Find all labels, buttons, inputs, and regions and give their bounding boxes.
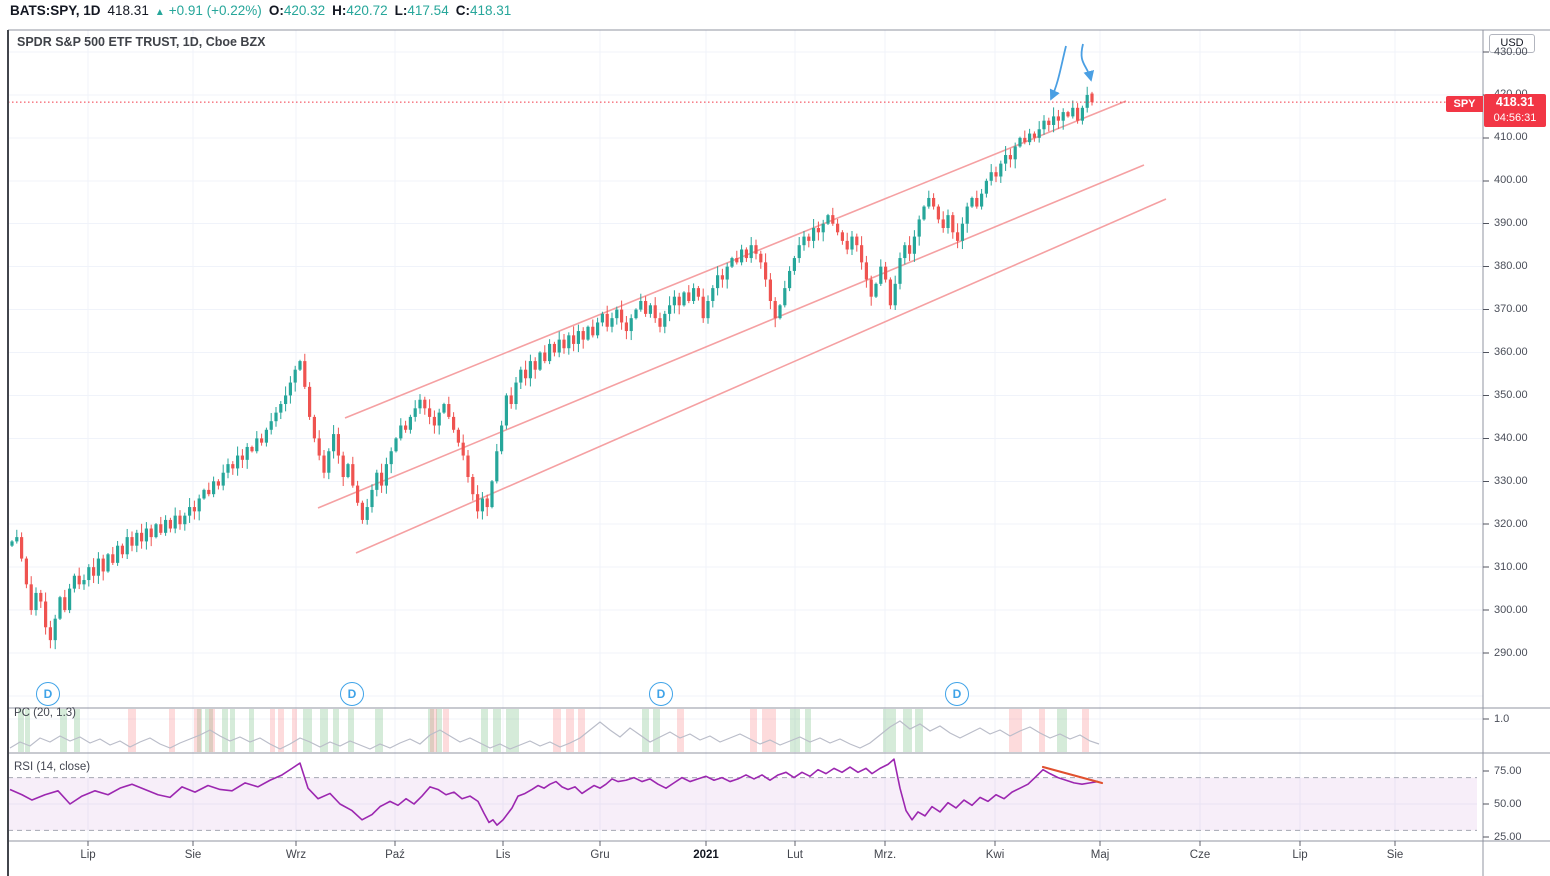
- last-price-value: 418.31: [1495, 95, 1535, 109]
- rsi-indicator-label[interactable]: RSI (14, close): [14, 761, 91, 773]
- symbol-name[interactable]: BATS:SPY, 1D: [10, 3, 101, 18]
- time-tick-label: Lip: [1292, 849, 1308, 861]
- rsi-tick-label: 25.00: [1494, 830, 1522, 843]
- dividend-marker[interactable]: D: [340, 682, 364, 706]
- time-tick-label: Gru: [590, 849, 610, 861]
- time-tick-label: Lut: [787, 849, 803, 861]
- time-tick-label: Cze: [1189, 849, 1211, 861]
- price-tick-label: 320.00: [1494, 517, 1528, 530]
- bar-countdown: 04:56:31: [1493, 112, 1537, 124]
- price-tick-label: 430.00: [1494, 45, 1528, 58]
- time-tick-label: Lip: [80, 849, 96, 861]
- low-value: 417.54: [407, 3, 449, 18]
- time-tick-label: Paź: [385, 849, 405, 861]
- time-tick-label: Kwi: [985, 849, 1005, 861]
- rsi-tick-label: 75.00: [1494, 764, 1522, 777]
- price-tick-label: 360.00: [1494, 346, 1528, 358]
- last-price-tag: 418.31 04:56:31: [1484, 94, 1546, 127]
- open-label: O:: [268, 3, 284, 18]
- chart-title: SPDR S&P 500 ETF TRUST, 1D, Cboe BZX: [17, 35, 266, 49]
- price-tick-label: 390.00: [1494, 217, 1528, 230]
- time-tick-label: Lis: [495, 849, 511, 861]
- open-value: 420.32: [283, 3, 326, 18]
- close-value: 418.31: [469, 3, 512, 18]
- symbol-header: BATS:SPY, 1D 418.31 ▲ +0.91 (+0.22%) O:420.3…: [10, 3, 511, 18]
- price-tick-label: 340.00: [1494, 431, 1528, 444]
- price-tick-label: 350.00: [1494, 388, 1528, 401]
- price-tick-label: 410.00: [1494, 131, 1528, 144]
- price-tick-label: 310.00: [1494, 560, 1528, 573]
- close-label: C:: [455, 3, 470, 18]
- time-tick-label: Wrz: [285, 849, 307, 861]
- pc-indicator-label[interactable]: PC (20, 1.3): [14, 707, 76, 719]
- time-tick-label: Sie: [1386, 849, 1404, 861]
- time-tick-label: Sie: [184, 849, 202, 861]
- dividend-marker[interactable]: D: [649, 682, 673, 706]
- pc-axis-label: 1.0: [1494, 713, 1510, 725]
- change-arrow-icon: ▲: [154, 7, 165, 18]
- dividend-marker[interactable]: D: [945, 682, 969, 706]
- currency-badge[interactable]: USD: [1489, 34, 1535, 53]
- price-tick-label: 300.00: [1494, 603, 1528, 616]
- rsi-tick-label: 50.00: [1494, 797, 1522, 810]
- symbol-price-tag: SPY: [1446, 96, 1483, 112]
- price-tick-label: 370.00: [1494, 303, 1528, 316]
- dividend-marker[interactable]: D: [36, 682, 60, 706]
- price-tick-label: 380.00: [1494, 260, 1528, 273]
- price-tick-label: 400.00: [1494, 174, 1528, 187]
- price-tick-label: 330.00: [1494, 474, 1528, 487]
- high-label: H:: [332, 3, 347, 18]
- low-label: L:: [394, 3, 408, 18]
- price-tick-label: 290.00: [1494, 646, 1528, 659]
- header-last-price: 418.31: [107, 3, 149, 18]
- header-change: +0.91 (+0.22%): [168, 3, 262, 18]
- time-tick-label: Maj: [1090, 849, 1110, 861]
- time-tick-label: 2021: [693, 849, 719, 861]
- time-tick-label: Mrz.: [873, 849, 897, 861]
- high-value: 420.72: [346, 3, 388, 18]
